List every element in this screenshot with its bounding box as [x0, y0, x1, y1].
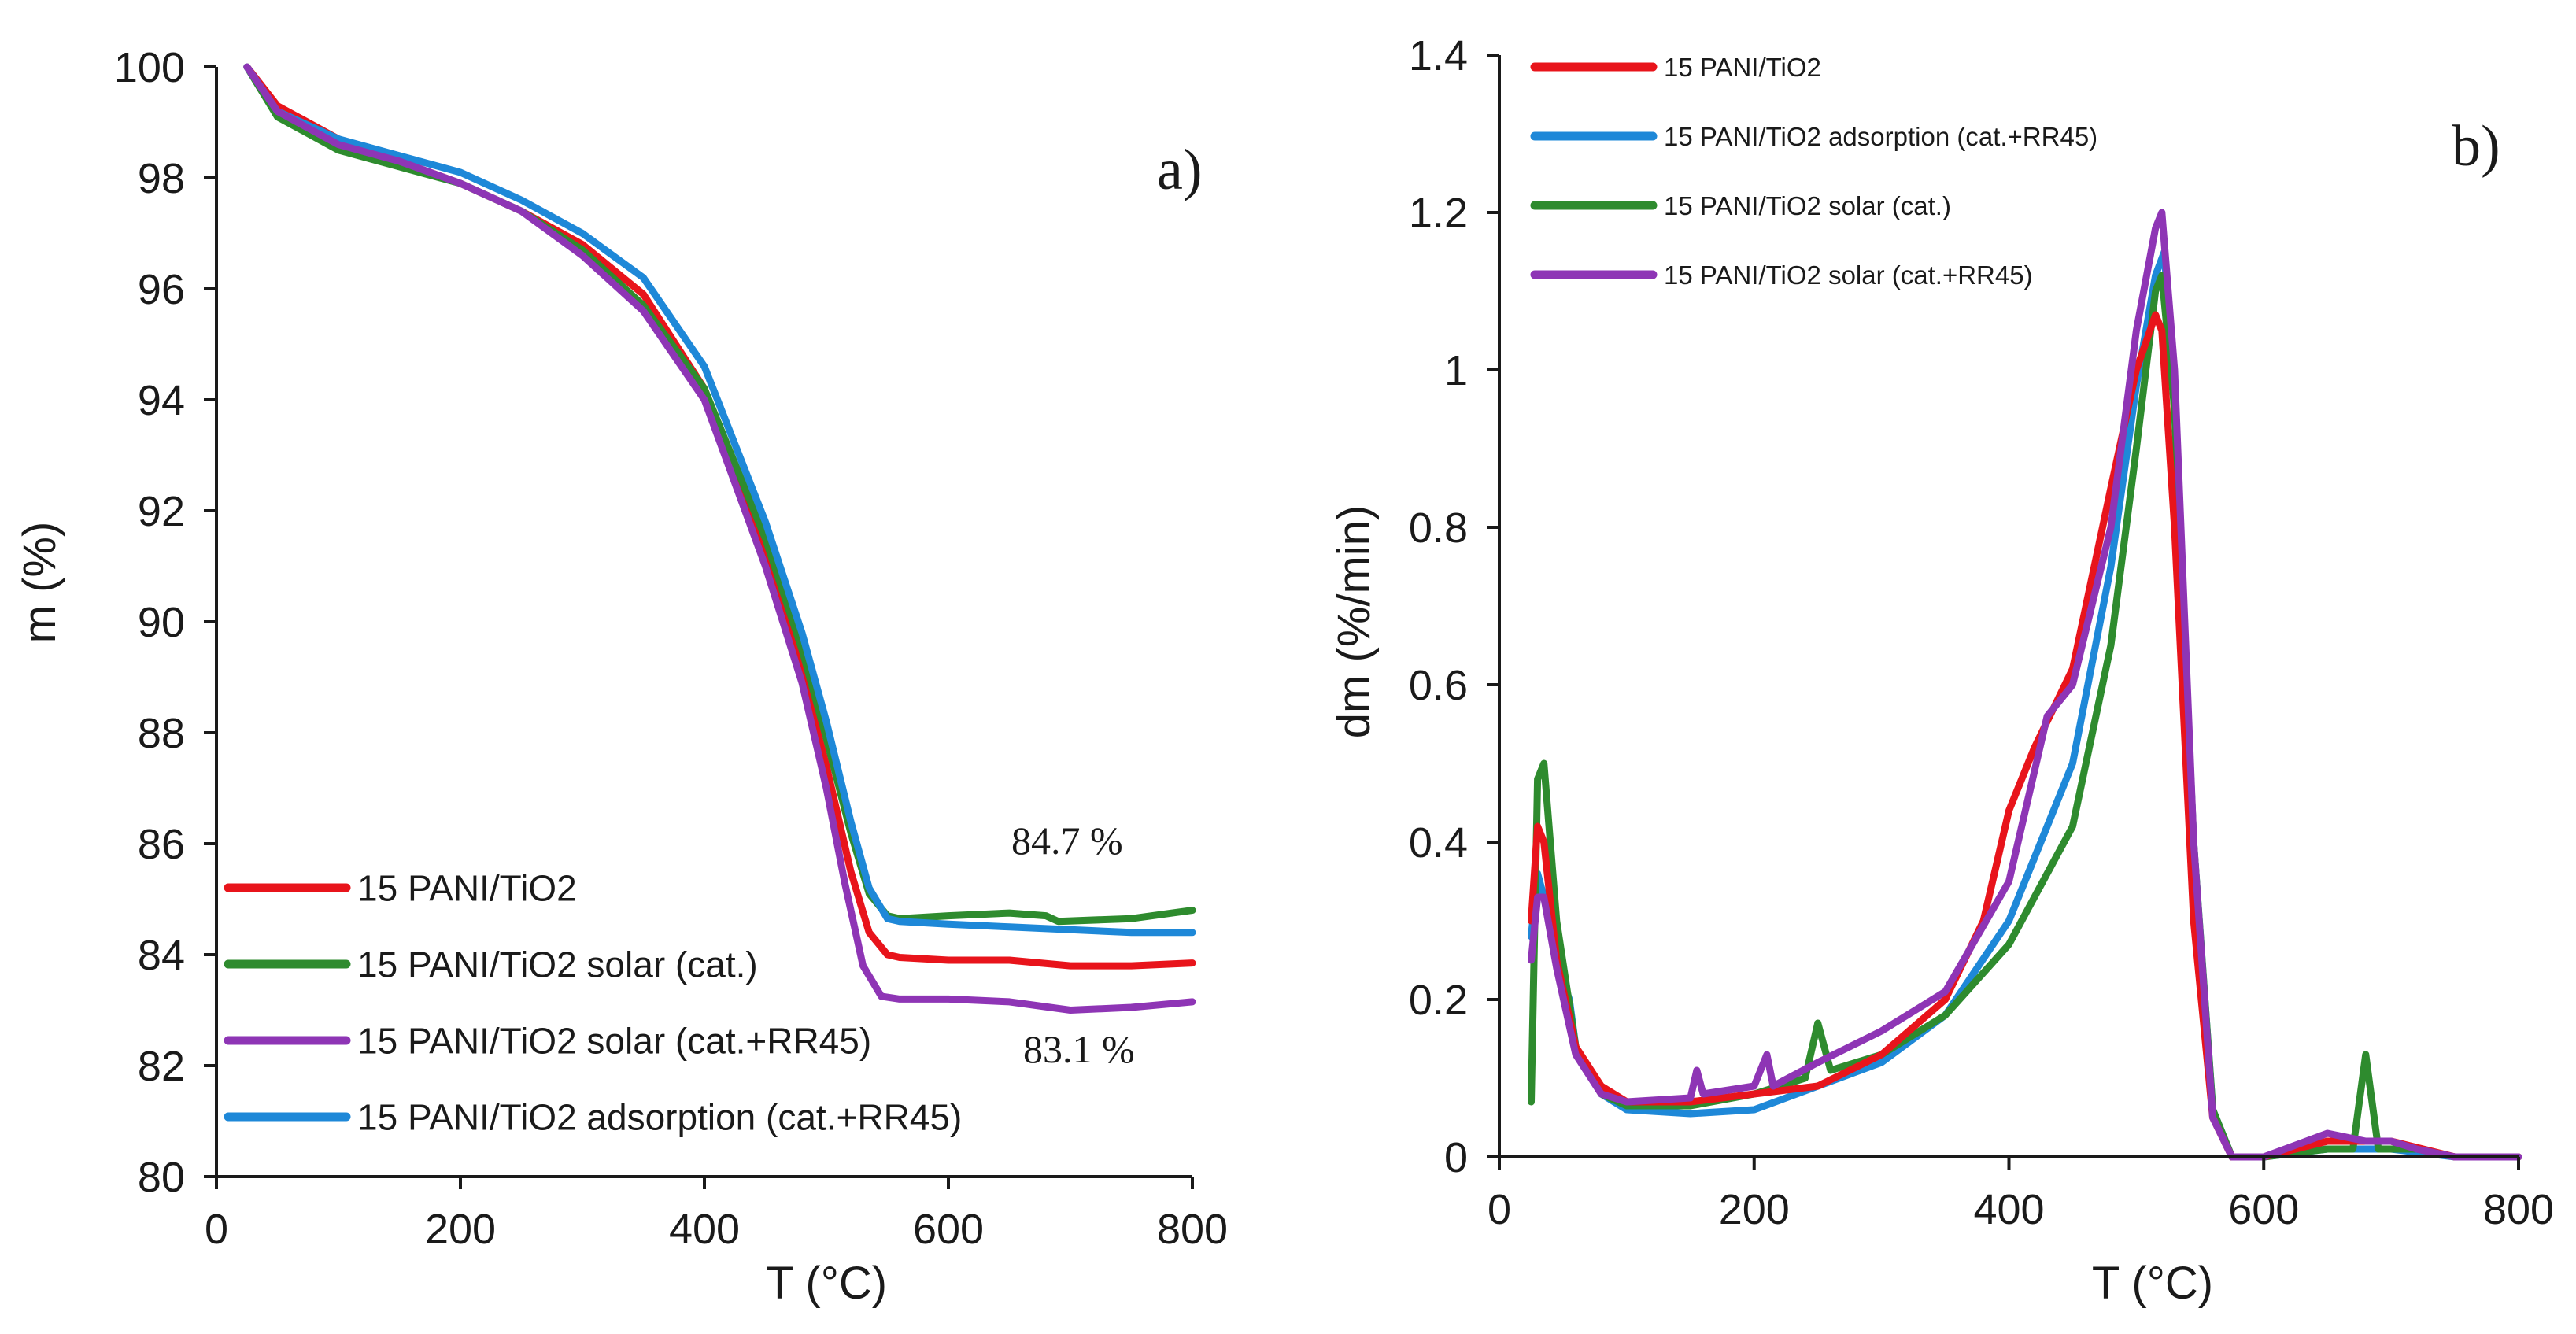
- panel-a-series-group: [243, 63, 1196, 1014]
- panel-b-legend: 15 PANI/TiO2 15 PANI/TiO2 adsorption (cat…: [1530, 53, 2097, 290]
- panel-a-legend: 15 PANI/TiO2 15 PANI/TiO2 solar (cat.) 15 …: [224, 868, 962, 1138]
- y-tick-label: 96: [138, 266, 185, 313]
- series-line-green: [1528, 272, 2522, 1161]
- x-tick-label: 200: [1719, 1186, 1790, 1233]
- x-tick-label: 600: [913, 1206, 984, 1253]
- legend-label: 15 PANI/TiO2: [1664, 53, 1821, 82]
- y-tick-label: 0: [1444, 1134, 1468, 1181]
- annotation-84-7: 84.7 %: [1011, 819, 1123, 863]
- annotation-83-1: 83.1 %: [1023, 1027, 1135, 1071]
- panel-b-derivative-chart: 0 200 400 600 800 0 0.2 0.4 0.6 0.8 1 1.2 1.4 T (°C…: [1329, 32, 2554, 1309]
- legend-label: 15 PANI/TiO2 solar (cat.): [1664, 191, 1951, 220]
- y-tick-label: 82: [138, 1043, 185, 1090]
- series-line-red: [1528, 311, 2522, 1161]
- y-tick-label: 80: [138, 1154, 185, 1201]
- series-line-blue: [243, 63, 1196, 937]
- panel-a-x-axis-title: T (°C): [766, 1258, 887, 1309]
- y-tick-label: 0.4: [1409, 819, 1468, 867]
- series-line-blue: [1528, 248, 2522, 1161]
- panel-b-label: b): [2452, 114, 2500, 179]
- panel-a-y-axis-title: m (%): [14, 522, 65, 644]
- x-tick-label: 200: [425, 1206, 496, 1253]
- legend-label: 15 PANI/TiO2 solar (cat.+RR45): [357, 1021, 871, 1062]
- panel-a-mass-chart: 0 200 400 600 800 80 82 84 86 88 90 92 94 96 98 100 T …: [14, 44, 1228, 1309]
- panel-b-series-group: [1528, 209, 2522, 1161]
- y-tick-label: 1.2: [1409, 190, 1468, 237]
- x-tick-label: 400: [1973, 1186, 2044, 1233]
- panel-b-x-ticks: 0 200 400 600 800: [1488, 1157, 2554, 1233]
- x-tick-label: 0: [205, 1206, 228, 1253]
- panel-b-y-axis-title: dm (%/min): [1329, 505, 1380, 738]
- y-tick-label: 0.2: [1409, 977, 1468, 1024]
- y-tick-label: 0.8: [1409, 504, 1468, 552]
- y-tick-label: 100: [114, 44, 185, 91]
- legend-label: 15 PANI/TiO2 solar (cat.): [357, 944, 758, 985]
- y-tick-label: 88: [138, 710, 185, 757]
- panel-b-y-ticks: 0 0.2 0.4 0.6 0.8 1 1.2 1.4: [1409, 32, 1499, 1181]
- y-tick-label: 98: [138, 155, 185, 202]
- y-tick-label: 1.4: [1409, 32, 1468, 79]
- y-tick-label: 94: [138, 377, 185, 424]
- x-tick-label: 0: [1488, 1186, 1511, 1233]
- legend-label: 15 PANI/TiO2 solar (cat.+RR45): [1664, 261, 2033, 290]
- x-tick-label: 600: [2228, 1186, 2299, 1233]
- y-tick-label: 92: [138, 488, 185, 535]
- panel-b-x-axis-title: T (°C): [2092, 1258, 2213, 1309]
- series-line-purple: [1528, 209, 2522, 1161]
- y-tick-label: 84: [138, 932, 185, 979]
- legend-label: 15 PANI/TiO2: [357, 868, 577, 909]
- y-tick-label: 0.6: [1409, 662, 1468, 709]
- y-tick-label: 1: [1444, 347, 1468, 394]
- panel-a-label: a): [1157, 138, 1203, 202]
- y-tick-label: 86: [138, 821, 185, 868]
- series-line-green: [243, 63, 1196, 926]
- x-tick-label: 800: [1157, 1206, 1228, 1253]
- panel-a-y-ticks: 80 82 84 86 88 90 92 94 96 98 100: [114, 44, 216, 1201]
- x-tick-label: 800: [2483, 1186, 2554, 1233]
- panel-b-axes: [1498, 55, 2519, 1158]
- x-tick-label: 400: [669, 1206, 740, 1253]
- legend-label: 15 PANI/TiO2 adsorption (cat.+RR45): [357, 1097, 962, 1138]
- y-tick-label: 90: [138, 599, 185, 646]
- legend-label: 15 PANI/TiO2 adsorption (cat.+RR45): [1664, 122, 2097, 151]
- series-line-purple: [243, 63, 1196, 1014]
- panel-a-x-ticks: 0 200 400 600 800: [205, 1177, 1228, 1253]
